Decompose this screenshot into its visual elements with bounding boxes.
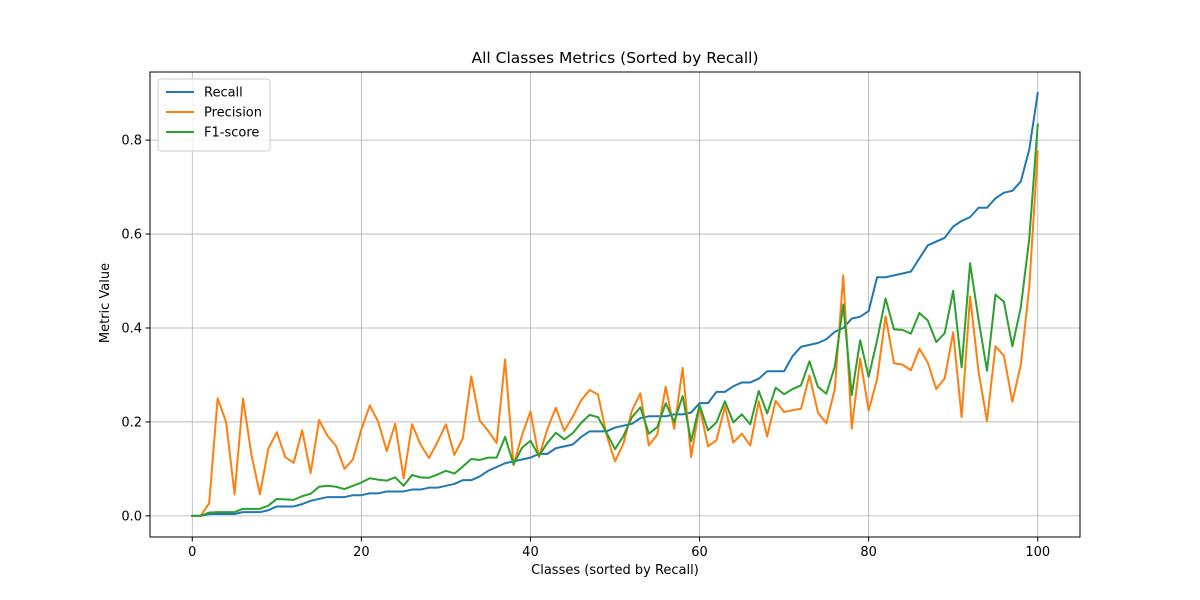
series-line-precision (191, 150, 1039, 517)
y-tick-label: 0.0 (121, 509, 142, 524)
plot-area: 0 20 40 60 80 100 0.0 0.2 0.4 0.6 0.8 Recall Precisi… (121, 71, 1081, 560)
x-tick-label: 20 (353, 545, 370, 560)
x-tick-label: 60 (691, 545, 708, 560)
series-line-recall (191, 92, 1039, 517)
x-axis-label: Classes (sorted by Recall) (531, 563, 699, 578)
legend-label: Precision (204, 106, 262, 121)
x-tick-label: 40 (522, 545, 539, 560)
y-tick-label: 0.6 (121, 228, 142, 243)
legend-label: Recall (204, 86, 243, 101)
series-line-f1-score (191, 123, 1039, 517)
axes-frame (149, 71, 1081, 538)
y-tick-label: 0.8 (121, 134, 142, 149)
x-tick-label: 0 (188, 545, 196, 560)
y-tick-label: 0.2 (121, 415, 142, 430)
x-tick-label: 100 (1025, 545, 1050, 560)
chart-title: All Classes Metrics (Sorted by Recall) (472, 49, 759, 67)
x-tick-label: 80 (860, 545, 877, 560)
y-tick-label: 0.4 (121, 321, 142, 336)
legend-label: F1-score (204, 126, 259, 141)
y-axis-label: Metric Value (98, 263, 113, 343)
